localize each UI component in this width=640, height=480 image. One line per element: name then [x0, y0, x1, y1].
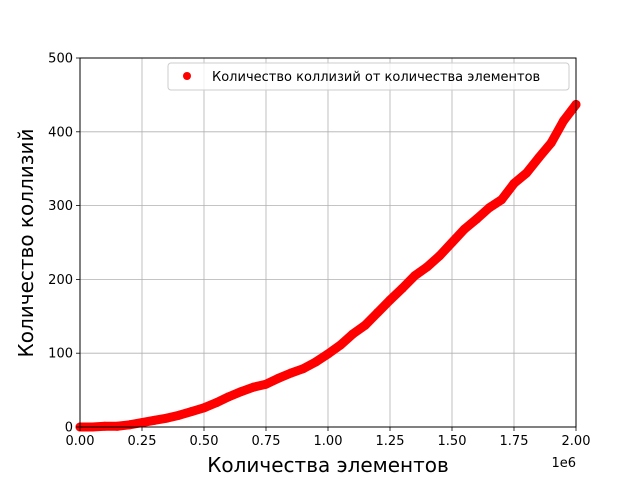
- data-point: [435, 251, 445, 261]
- x-tick-label: 0.75: [252, 434, 281, 449]
- x-tick-label: 1.25: [376, 434, 405, 449]
- x-tick-label: 2.00: [562, 434, 591, 449]
- y-tick-label: 300: [48, 199, 73, 214]
- legend: Количество коллизий от количества элемен…: [167, 62, 570, 91]
- data-point: [174, 410, 184, 420]
- data-point: [509, 178, 519, 188]
- data-point: [335, 340, 345, 350]
- data-point: [397, 283, 407, 293]
- data-point: [137, 418, 147, 428]
- data-point: [224, 392, 234, 402]
- x-tick-label: 0.25: [128, 434, 157, 449]
- data-point: [410, 271, 420, 281]
- data-point: [286, 368, 296, 378]
- data-point: [112, 421, 122, 431]
- data-point: [385, 295, 395, 305]
- x-tick-label: 0.00: [66, 434, 95, 449]
- data-point: [273, 373, 283, 383]
- data-point: [459, 224, 469, 234]
- x-axis-offset-label: 1e6: [551, 456, 576, 471]
- data-point: [521, 168, 531, 178]
- data-point: [373, 308, 383, 318]
- data-point: [249, 382, 259, 392]
- data-point: [100, 421, 110, 431]
- data-point: [187, 407, 197, 417]
- data-point: [125, 420, 135, 430]
- data-point: [546, 138, 556, 148]
- data-point: [162, 413, 172, 423]
- x-tick-label: 1.00: [314, 434, 343, 449]
- data-points: [75, 99, 581, 432]
- data-point: [236, 387, 246, 397]
- x-tick-label: 1.50: [438, 434, 467, 449]
- y-tick-label: 400: [48, 125, 73, 140]
- legend-label: Количество коллизий от количества элемен…: [212, 70, 540, 85]
- axis-ticks: 0.00 0.25 0.50 0.75 1.00 1.25 1.50 1.75 2.00 0 100…: [48, 52, 590, 450]
- y-tick-label: 100: [48, 347, 73, 362]
- data-point: [447, 238, 457, 247]
- data-point: [472, 214, 482, 224]
- x-tick-label: 0.50: [190, 434, 219, 449]
- legend-box: [167, 62, 570, 91]
- y-axis-label: Количество коллизий: [14, 129, 38, 358]
- data-point: [422, 262, 432, 272]
- data-point: [484, 203, 494, 213]
- data-point: [311, 357, 321, 367]
- data-point: [211, 398, 221, 408]
- legend-marker: [183, 72, 191, 80]
- data-point: [348, 329, 358, 339]
- data-point: [559, 116, 569, 126]
- x-tick-label: 1.75: [500, 434, 529, 449]
- data-point: [261, 379, 271, 389]
- y-tick-label: 500: [48, 52, 73, 67]
- data-point: [149, 415, 159, 425]
- data-point: [534, 153, 544, 163]
- x-axis-label: Количества элементов: [207, 453, 449, 477]
- data-point: [497, 195, 507, 205]
- data-point: [323, 349, 333, 359]
- data-point: [199, 403, 209, 413]
- y-tick-label: 0: [65, 421, 73, 436]
- data-point: [360, 320, 370, 330]
- data-point: [298, 364, 308, 374]
- y-tick-label: 200: [48, 273, 73, 288]
